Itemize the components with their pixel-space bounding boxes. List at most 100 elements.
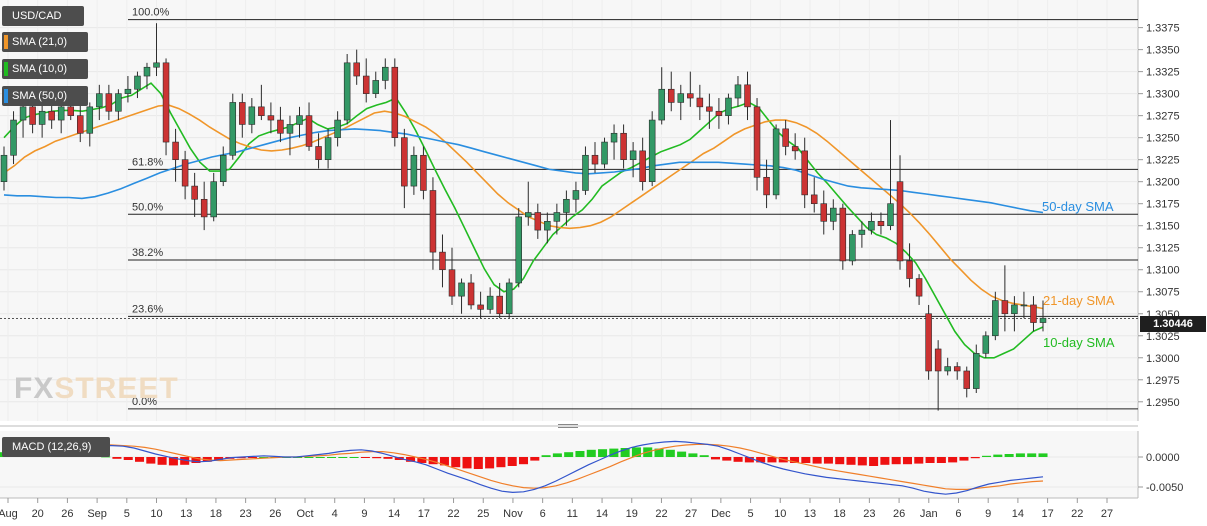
macd-line xyxy=(3,440,1044,495)
candle-body xyxy=(677,93,685,103)
candle-body xyxy=(172,141,179,160)
date-tick-label: 22 xyxy=(655,508,667,520)
candle-body xyxy=(782,128,789,147)
candle-body xyxy=(772,128,780,196)
candle-body xyxy=(820,203,828,222)
date-tick-label: 17 xyxy=(418,508,430,520)
date-tick-label: 19 xyxy=(626,508,638,520)
macd-histogram-bar xyxy=(338,457,348,458)
macd-signal-line xyxy=(3,442,1044,490)
candle-body xyxy=(830,207,837,222)
price-tick-label: 1.3150 xyxy=(1146,221,1180,233)
price-tick-label: 1.3325 xyxy=(1146,67,1180,79)
macd-histogram-bar xyxy=(948,457,958,463)
candlesticks xyxy=(0,23,1047,411)
macd-histogram-bar xyxy=(880,457,890,465)
candle-body xyxy=(696,97,704,108)
macd-histogram-bar xyxy=(1027,453,1037,457)
price-tick-label: 1.3225 xyxy=(1146,155,1180,167)
candle-body xyxy=(181,159,189,187)
price-tick-label: 1.3100 xyxy=(1146,265,1180,277)
price-tick-label: 1.3250 xyxy=(1146,133,1180,145)
macd-histogram-bar xyxy=(451,457,461,468)
sma21-line xyxy=(3,104,1044,310)
macd-histogram-bar xyxy=(552,453,562,457)
date-axis: Aug 20 26 Sep 5 10 13 18 23 26 Oct 4 9 14 17 22 25 Nov 6 11… xyxy=(0,498,1113,520)
price-axis: 1.29501.29751.30001.30251.30501.30751.31… xyxy=(1138,23,1180,409)
date-tick-label: 18 xyxy=(834,508,846,520)
date-tick-label: 25 xyxy=(477,508,489,520)
candle-body xyxy=(868,221,875,231)
macd-histogram-bar xyxy=(812,457,822,464)
price-tick-label: 1.3175 xyxy=(1146,199,1180,211)
candle-body xyxy=(372,80,380,94)
candle-body xyxy=(610,132,618,143)
macd-histogram-bar xyxy=(846,457,856,465)
sma50-legend[interactable]: SMA (50,0) xyxy=(2,86,88,106)
candle-body xyxy=(486,295,494,310)
price-tick-label: 1.3375 xyxy=(1146,23,1180,35)
macd-histogram-bar xyxy=(677,451,687,457)
watermark-fx: FX xyxy=(14,372,55,405)
fib-level-label: 38.2% xyxy=(132,247,163,259)
candle-body xyxy=(925,313,932,372)
candle-body xyxy=(391,66,399,138)
macd-histogram-bar xyxy=(744,457,754,463)
macd-histogram-bar xyxy=(168,457,178,466)
candle-body xyxy=(448,269,456,297)
sma10-annotation: 10-day SMA xyxy=(1043,335,1115,350)
macd-histogram-bar xyxy=(530,457,540,461)
candle-body xyxy=(296,115,303,125)
price-tick-label: 1.2950 xyxy=(1146,397,1180,409)
candle-body xyxy=(143,66,151,77)
macd-histogram-bar xyxy=(598,449,608,457)
macd-histogram-bar xyxy=(620,448,630,457)
macd-histogram-bar xyxy=(609,448,619,457)
candle-body xyxy=(219,154,227,182)
macd-histogram-bar xyxy=(417,457,427,463)
candle-body xyxy=(439,251,446,271)
candle-body xyxy=(343,62,351,121)
date-tick-label: 27 xyxy=(1101,508,1113,520)
macd-histogram-bar xyxy=(326,457,337,458)
macd-histogram-bar xyxy=(733,457,743,462)
symbol-legend[interactable]: USD/CAD xyxy=(2,6,84,26)
candle-body xyxy=(258,106,265,116)
macd-legend[interactable]: MACD (12,26,9) xyxy=(2,437,110,457)
macd-histogram-bar xyxy=(564,452,574,457)
macd-histogram-bar xyxy=(1038,453,1048,457)
candle-body xyxy=(458,282,465,297)
sma10-swatch xyxy=(4,62,8,76)
date-tick-label: 9 xyxy=(985,508,991,520)
macd-histogram-bar xyxy=(857,457,867,466)
panel-resize-handle[interactable] xyxy=(558,424,578,430)
candle-body xyxy=(324,137,332,160)
candle-body xyxy=(734,84,742,99)
macd-histogram-bar xyxy=(259,457,269,458)
macd-histogram-bar xyxy=(247,457,257,458)
sma50-label: SMA (50,0) xyxy=(12,90,68,102)
macd-histogram-bar xyxy=(654,448,664,457)
date-tick-label: 23 xyxy=(863,508,875,520)
candle-body xyxy=(1011,304,1018,315)
macd-histogram-bar xyxy=(541,455,551,457)
candle-body xyxy=(1039,317,1047,323)
fxstreet-watermark: FXSTREET xyxy=(14,372,179,406)
candle-body xyxy=(706,106,713,112)
date-tick-label: 18 xyxy=(210,508,222,520)
candle-body xyxy=(105,93,113,112)
candle-body xyxy=(839,207,847,262)
candle-body xyxy=(239,102,246,125)
fib-level-label: 0.0% xyxy=(132,396,157,408)
macd-histogram-bar xyxy=(631,447,641,457)
candle-body xyxy=(277,119,284,134)
sma21-legend[interactable]: SMA (21,0) xyxy=(2,32,88,52)
candle-body xyxy=(544,221,551,231)
candle-body xyxy=(382,66,389,81)
macd-histogram-bar xyxy=(959,457,969,461)
candle-body xyxy=(67,106,74,116)
macd-histogram-bar xyxy=(157,457,167,465)
macd-histogram-bar xyxy=(406,457,416,462)
sma10-legend[interactable]: SMA (10,0) xyxy=(2,59,88,79)
